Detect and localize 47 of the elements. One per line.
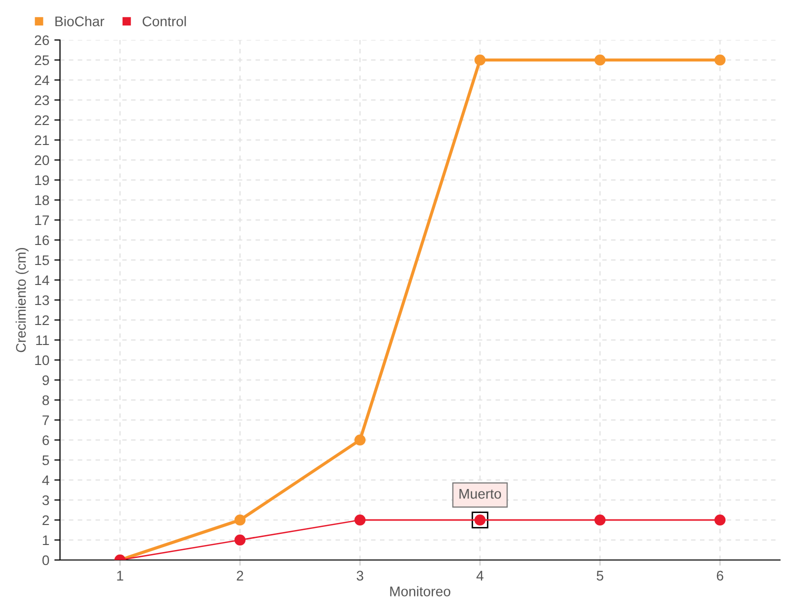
point <box>594 514 606 526</box>
y-tick-label: 3 <box>42 495 49 506</box>
x-tick-label: 3 <box>356 570 364 581</box>
x-tick-label: 2 <box>236 570 244 580</box>
annotation: Muerto <box>460 489 502 499</box>
y-tick-label: 16 <box>35 235 49 246</box>
legend-label: Control <box>142 16 186 26</box>
y-tick-label: 22 <box>34 115 49 126</box>
y-tick-label: 0 <box>42 555 50 566</box>
y-tick-label: 5 <box>42 455 49 466</box>
point <box>354 434 366 446</box>
point <box>474 54 486 66</box>
y-tick-label: 2 <box>42 515 49 526</box>
y-tick-label: 7 <box>42 415 49 426</box>
point <box>594 54 606 66</box>
y-tick-label: 25 <box>34 55 50 66</box>
y-tick-label: 6 <box>42 435 49 446</box>
y-tick-label: 26 <box>34 35 49 46</box>
point <box>714 54 726 66</box>
point <box>234 534 246 546</box>
x-tick-label: 1 <box>117 570 124 580</box>
y-tick-label: 19 <box>35 175 49 186</box>
y-tick-label: 4 <box>42 475 50 486</box>
x-tick-label: 5 <box>596 570 604 581</box>
y-tick-label: 14 <box>35 275 50 286</box>
y-tick-label: 15 <box>35 255 50 266</box>
point <box>354 514 366 526</box>
y-tick-label: 20 <box>34 155 50 166</box>
legend-label: BioChar <box>55 16 104 26</box>
y-tick-label: 13 <box>35 295 49 306</box>
x-axis-title: Monitoreo <box>390 586 450 596</box>
y-tick-label: 8 <box>42 395 49 406</box>
point <box>234 514 246 526</box>
y-tick-label: 10 <box>35 355 50 366</box>
y-tick-label: 21 <box>34 135 49 146</box>
y-tick-label: 11 <box>36 335 49 346</box>
y-tick-label: 1 <box>42 535 49 546</box>
x-tick-label: 6 <box>716 570 724 581</box>
y-axis-title: Crecimiento (cm) <box>16 248 29 352</box>
point <box>714 514 726 526</box>
y-tick-label: 18 <box>35 195 49 206</box>
y-tick-label: 23 <box>34 95 49 106</box>
y-tick-label: 9 <box>42 375 49 386</box>
x-tick-label: 4 <box>476 570 484 580</box>
y-tick-label: 24 <box>34 75 50 86</box>
y-tick-label: 17 <box>35 215 49 226</box>
y-tick-label: 12 <box>35 315 49 326</box>
